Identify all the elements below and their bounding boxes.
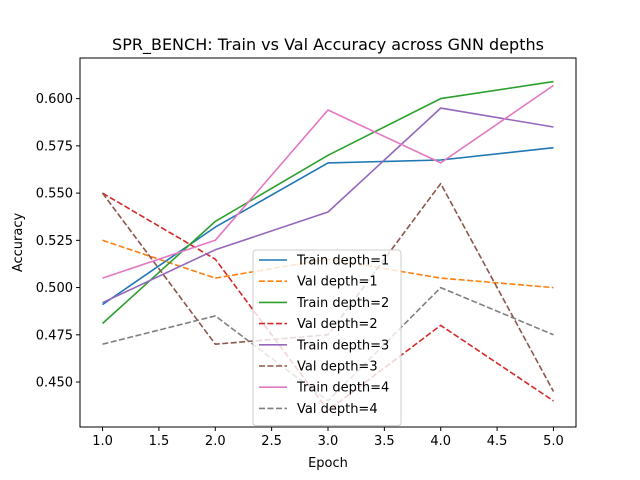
series-line-3 — [101, 80, 554, 325]
legend-label: Train depth=2 — [296, 296, 389, 311]
x-tick-label: 1.0 — [92, 434, 113, 449]
y-tick-label: 0.450 — [36, 376, 73, 391]
x-tick-label: 3.0 — [318, 434, 339, 449]
legend-box — [252, 249, 402, 427]
chart-title: SPR_BENCH: Train vs Val Accuracy across … — [112, 35, 544, 55]
x-tick-label: 5.0 — [543, 434, 564, 449]
x-tick-label: 1.5 — [149, 434, 170, 449]
legend-label: Train depth=1 — [296, 254, 389, 269]
legend-label: Val depth=2 — [297, 317, 378, 332]
y-tick-label: 0.525 — [36, 234, 73, 249]
legend-label: Val depth=3 — [297, 360, 378, 375]
x-tick-label: 2.0 — [205, 434, 226, 449]
series-line-7 — [102, 84, 554, 279]
x-tick-label: 4.0 — [430, 434, 451, 449]
x-axis-ticks: 1.0 1.5 2.0 2.5 3.0 3.5 4.0 4.5 5.0 — [92, 427, 564, 449]
y-tick-label: 0.575 — [36, 139, 73, 154]
x-axis-label: Epoch — [308, 456, 348, 471]
y-axis-label: Accuracy — [11, 213, 26, 273]
y-tick-label: 0.600 — [36, 92, 73, 107]
x-tick-label: 2.5 — [261, 434, 282, 449]
x-tick-label: 3.5 — [374, 434, 395, 449]
legend-label: Train depth=3 — [296, 338, 389, 353]
y-tick-label: 0.550 — [36, 187, 73, 202]
legend-label: Train depth=4 — [296, 381, 389, 396]
legend-label: Val depth=1 — [297, 275, 378, 290]
legend: Train depth=1 Val depth=1 Train depth=2 Val… — [252, 249, 402, 427]
legend-label: Val depth=4 — [297, 402, 378, 417]
y-axis-ticks: 0.450 0.475 0.500 0.525 0.550 0.575 0.600 — [36, 92, 80, 391]
y-tick-label: 0.475 — [36, 328, 73, 343]
y-tick-label: 0.500 — [36, 281, 73, 296]
x-tick-label: 4.5 — [487, 434, 508, 449]
series-line-5 — [102, 107, 554, 304]
